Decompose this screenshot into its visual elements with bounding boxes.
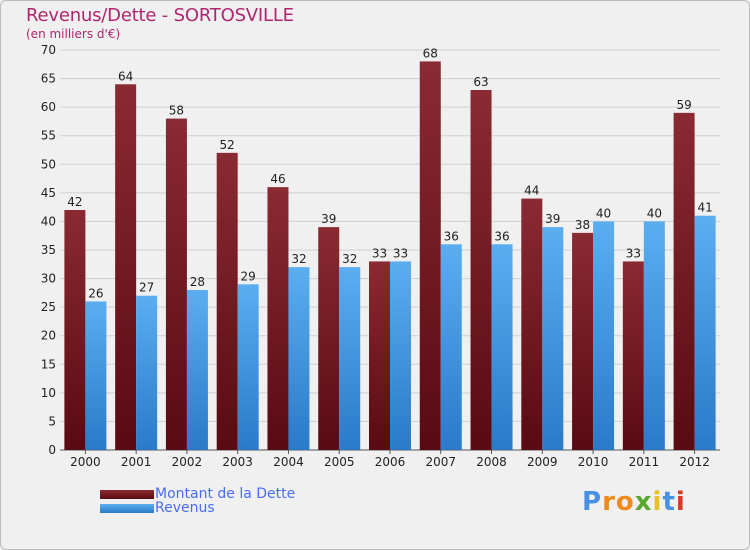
y-tick-label: 20 [41,329,56,343]
y-tick-label: 0 [48,443,56,457]
data-label: 33 [626,246,641,260]
bar-debt [64,210,86,450]
bar-debt [673,112,695,450]
x-tick-label: 2007 [425,455,456,469]
bar-revenue [593,221,615,450]
x-tick-label: 2004 [273,455,304,469]
logo-letter: o [615,487,635,517]
y-axis: 0 5 10 15 20 25 30 35 40 45 50 55 60 65 70 [41,43,56,457]
x-axis: 2000 2001 2002 2003 2004 2005 2006 2007 2008 2009… [70,450,710,469]
data-label: 58 [169,104,184,118]
x-tick-label: 2002 [172,455,203,469]
y-tick-label: 40 [41,214,56,228]
x-tick-label: 2011 [629,455,660,469]
data-label: 32 [291,252,306,266]
bar-debt [622,261,644,450]
bar-revenue [694,215,716,450]
x-tick-label: 2001 [121,455,152,469]
y-tick-label: 30 [41,272,56,286]
legend-label-revenue: Revenus [155,500,215,516]
data-label: 32 [342,252,357,266]
x-tick-label: 2010 [578,455,609,469]
data-label: 39 [321,212,336,226]
data-label: 46 [270,172,285,186]
chart-subtitle: (en milliers d'€) [26,27,121,41]
y-tick-label: 45 [41,186,56,200]
data-label: 68 [423,46,438,60]
data-label: 26 [88,286,103,300]
legend-label-debt: Montant de la Dette [155,486,296,502]
y-tick-label: 10 [41,386,56,400]
bar-debt [115,84,137,451]
bar-revenue [136,295,158,450]
logo-letter: t [662,487,676,517]
bar-revenue [542,227,564,450]
data-label: 36 [444,229,459,243]
y-tick-label: 65 [41,72,56,86]
data-label: 33 [393,246,408,260]
x-tick-label: 2012 [679,455,710,469]
data-label: 33 [372,246,387,260]
bar-debt [216,152,238,450]
logo-letter: r [602,487,616,517]
bar-revenue [288,267,310,450]
data-label: 41 [697,201,712,215]
bar-debt [318,227,340,450]
x-tick-label: 2006 [375,455,406,469]
y-tick-label: 25 [41,300,56,314]
x-tick-label: 2003 [222,455,253,469]
proxiti-logo: Proxiti [582,487,686,517]
chart-title: Revenus/Dette - SORTOSVILLE [26,5,294,26]
x-tick-label: 2009 [527,455,558,469]
bar-debt [419,61,441,451]
data-label: 38 [575,218,590,232]
data-label: 40 [647,206,662,220]
bar-revenue [339,267,361,450]
bar-revenue [390,261,411,450]
bars [64,61,716,451]
y-tick-label: 55 [41,129,56,143]
data-label: 40 [596,206,611,220]
y-tick-label: 15 [41,357,56,371]
y-tick-label: 70 [41,43,56,57]
data-label: 27 [139,281,154,295]
bar-revenue [237,284,259,450]
data-label: 59 [676,98,691,112]
bar-debt [521,198,543,450]
y-tick-label: 5 [48,414,56,428]
bar-debt [165,118,187,451]
bar-revenue [440,244,462,450]
data-label: 52 [220,138,235,152]
logo-letter: P [582,487,603,517]
bar-debt [572,232,594,450]
y-tick-label: 50 [41,157,56,171]
bar-debt [267,187,289,450]
data-label: 36 [494,229,509,243]
legend-swatch-revenue [100,504,154,513]
bar-revenue [491,244,513,450]
bar-debt [369,261,390,450]
logo-letter: x [634,487,653,517]
data-label: 39 [545,212,560,226]
logo-letter: i [652,487,663,517]
x-tick-label: 2005 [324,455,355,469]
bar-revenue [85,301,107,450]
data-label: 44 [524,184,539,198]
data-labels: 42 26 64 27 58 28 52 29 46 32 39 32 33 33 68 36 63 36 44 39… [67,46,713,300]
bar-revenue [186,290,208,450]
legend-swatch-debt [100,490,154,499]
data-label: 28 [190,275,205,289]
bar-revenue [643,221,665,450]
y-tick-label: 60 [41,100,56,114]
data-label: 64 [118,69,133,83]
logo-letter: i [675,487,686,517]
x-tick-label: 2008 [476,455,507,469]
data-label: 42 [67,195,82,209]
y-tick-label: 35 [41,243,56,257]
data-label: 29 [241,269,256,283]
x-tick-label: 2000 [70,455,101,469]
data-label: 63 [473,75,488,89]
bar-debt [470,90,492,450]
